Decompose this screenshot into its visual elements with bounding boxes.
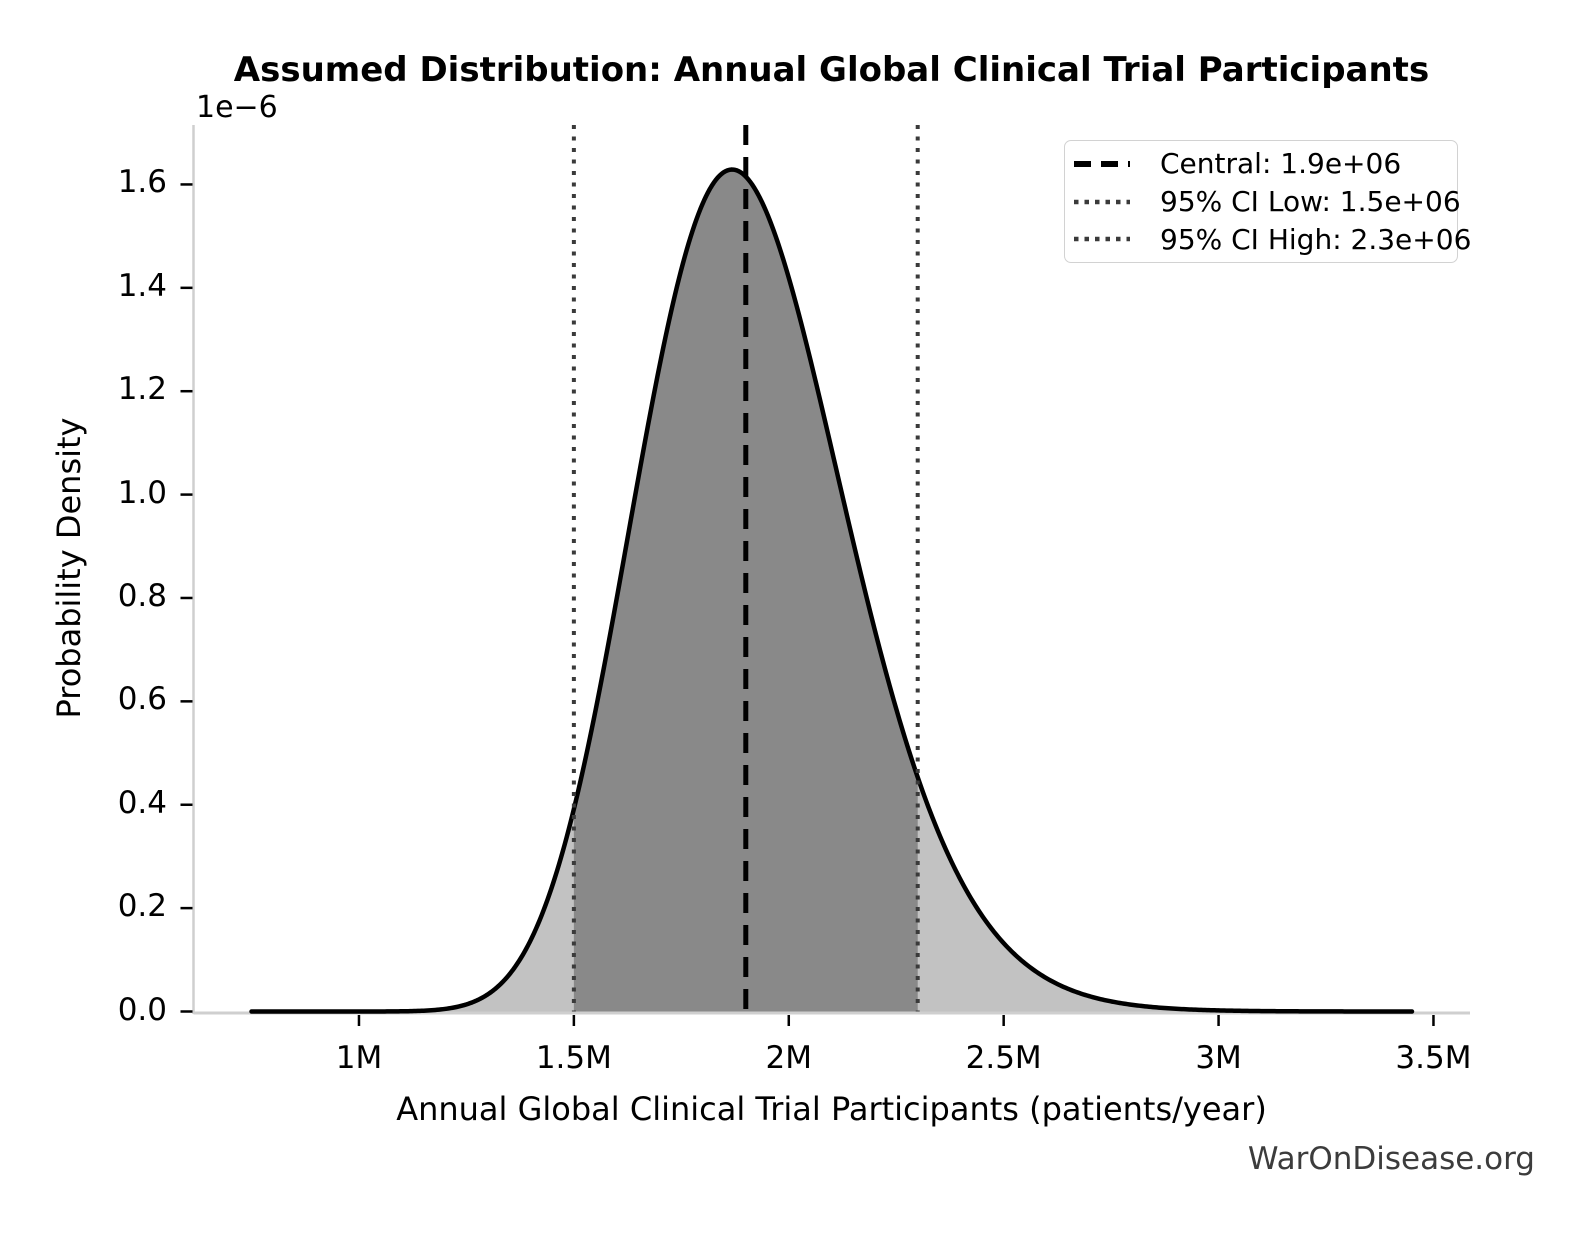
y-tick-label: 1.6: [117, 164, 167, 201]
y-axis-offset-label: 1e−6: [196, 90, 278, 125]
x-tick-label: 3M: [1195, 1040, 1242, 1076]
x-tick-label: 1M: [335, 1040, 383, 1076]
legend-label: 95% CI High: 2.3e+06: [1160, 222, 1472, 256]
y-axis-label: Probability Density: [50, 417, 88, 719]
legend: Central: 1.9e+06 95% CI Low: 1.5e+06 95% C…: [1064, 140, 1471, 263]
density-curve: [249, 167, 1415, 1014]
chart-title: Assumed Distribution: Annual Global Clin…: [233, 50, 1430, 90]
legend-item: 95% CI Low: 1.5e+06: [1065, 183, 1461, 221]
y-tick-label: 0.2: [117, 888, 167, 925]
watermark: WarOnDisease.org: [1247, 1141, 1535, 1177]
x-tick-label: 3.5M: [1395, 1040, 1472, 1076]
x-axis-label: Annual Global Clinical Trial Participant…: [396, 1090, 1267, 1128]
dotted-line-icon: [1074, 236, 1130, 242]
legend-item: Central: 1.9e+06: [1065, 145, 1457, 183]
y-tick-label: 0.8: [117, 577, 167, 614]
dashed-line-icon: [1074, 160, 1130, 167]
x-tick-label: 2M: [765, 1040, 812, 1076]
y-tick-label: 0.0: [117, 991, 167, 1028]
y-tick-label: 0.6: [117, 681, 167, 718]
y-tick-label: 1.0: [117, 474, 167, 511]
x-tick-label: 1.5M: [535, 1040, 612, 1076]
legend-item: 95% CI High: 2.3e+06: [1065, 220, 1471, 258]
legend-label: 95% CI Low: 1.5e+06: [1160, 185, 1461, 218]
legend-label: Central: 1.9e+06: [1160, 147, 1402, 181]
y-tick-label: 1.2: [117, 371, 167, 408]
y-tick-label: 1.4: [117, 267, 167, 304]
x-tick-label: 2.5M: [965, 1040, 1042, 1076]
dotted-line-icon: [1074, 199, 1130, 204]
y-tick-label: 0.4: [117, 784, 167, 821]
